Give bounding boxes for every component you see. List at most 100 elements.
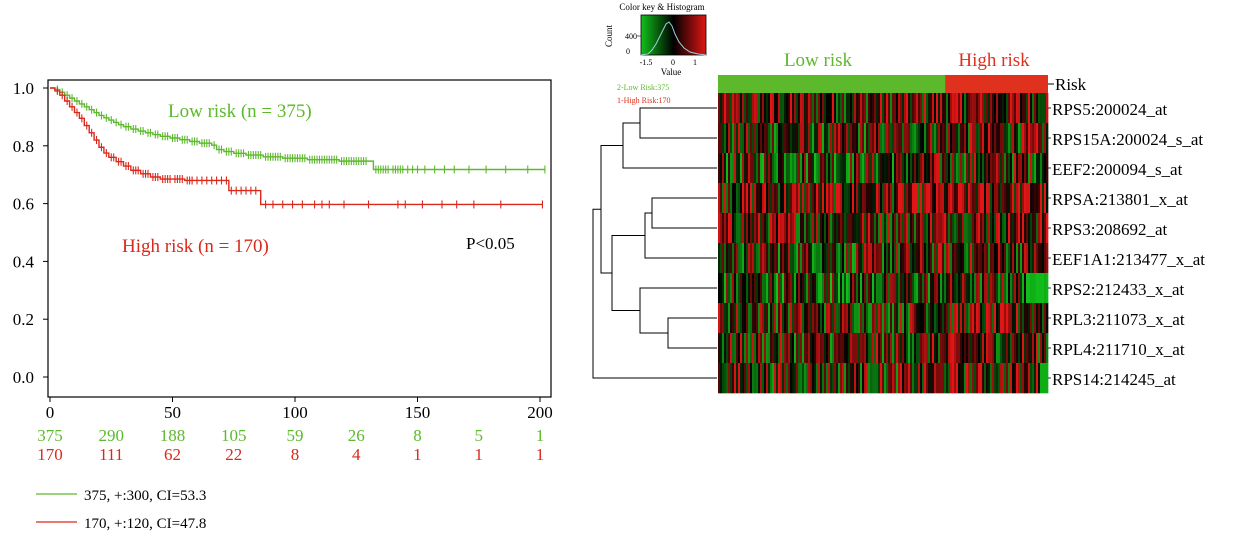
heatmap-cell <box>926 213 929 244</box>
heatmap-cell <box>816 333 819 364</box>
heatmap-cell <box>944 363 947 394</box>
heatmap-cell <box>1020 363 1023 394</box>
heatmap-cell <box>1008 303 1011 334</box>
heatmap-cell <box>874 183 877 214</box>
km-at-risk-high: 1 <box>475 445 484 464</box>
heatmap-cell <box>1018 303 1021 334</box>
heatmap-cell <box>988 123 991 154</box>
heatmap-cell <box>976 363 979 394</box>
heatmap-cell <box>926 153 929 184</box>
heatmap-cell <box>838 333 841 364</box>
heatmap-cell <box>872 333 875 364</box>
heatmap-cell <box>814 153 817 184</box>
heatmap-cell <box>826 123 829 154</box>
heatmap-cell <box>768 213 771 244</box>
heatmap-cell <box>750 153 753 184</box>
heatmap-cell <box>908 93 911 124</box>
heatmap-cell <box>822 153 825 184</box>
heatmap-cell <box>1018 363 1021 394</box>
heatmap-cell <box>1008 93 1011 124</box>
km-plot-frame <box>47 79 552 398</box>
heatmap-cell <box>960 213 963 244</box>
heatmap-cell <box>1014 303 1017 334</box>
heatmap-cell <box>936 93 939 124</box>
heatmap-cell <box>984 123 987 154</box>
heatmap-cell <box>1034 333 1037 364</box>
heatmap-cell <box>1040 333 1043 364</box>
heatmap-cell <box>734 303 737 334</box>
heatmap-cell <box>850 303 853 334</box>
heatmap-cell <box>1016 243 1019 274</box>
km-at-risk-high: 62 <box>164 445 181 464</box>
heatmap-cell <box>904 303 907 334</box>
heatmap-cell <box>1022 183 1025 214</box>
heatmap-cell <box>1046 93 1049 124</box>
heatmap-cell <box>1010 333 1013 364</box>
heatmap-cell <box>846 303 849 334</box>
heatmap-cell <box>802 183 805 214</box>
heatmap-cell <box>776 123 779 154</box>
heatmap-cell <box>992 183 995 214</box>
heatmap-cell <box>1002 153 1005 184</box>
heatmap-cell <box>1002 333 1005 364</box>
heatmap-cell <box>850 153 853 184</box>
heatmap-cell <box>718 213 721 244</box>
heatmap-cell <box>832 123 835 154</box>
heatmap-cell <box>1008 153 1011 184</box>
heatmap-cell <box>846 93 849 124</box>
heatmap-cell <box>832 93 835 124</box>
heatmap-cell <box>894 93 897 124</box>
heatmap-cell <box>902 243 905 274</box>
heatmap-cell <box>980 93 983 124</box>
heatmap-cell <box>1034 183 1037 214</box>
heatmap-cell <box>730 93 733 124</box>
heatmap-cell <box>798 363 801 394</box>
heatmap-cell <box>770 183 773 214</box>
heatmap-cell <box>788 273 791 304</box>
heatmap-cell <box>790 213 793 244</box>
heatmap-cell <box>848 273 851 304</box>
heatmap-cell <box>718 303 721 334</box>
heatmap-cell <box>988 273 991 304</box>
heatmap-cell <box>778 363 781 394</box>
heatmap-cell <box>842 363 845 394</box>
heatmap-cell <box>980 183 983 214</box>
heatmap-cell <box>808 123 811 154</box>
heatmap-cell <box>1026 303 1029 334</box>
heatmap-cell <box>782 243 785 274</box>
heatmap-cell <box>1038 273 1041 304</box>
heatmap-cell <box>724 183 727 214</box>
heatmap-cell <box>774 123 777 154</box>
heatmap-cell <box>746 363 749 394</box>
heatmap-cell <box>808 153 811 184</box>
heatmap-cell <box>964 213 967 244</box>
heatmap-cell <box>742 183 745 214</box>
heatmap-cell <box>794 213 797 244</box>
heatmap-cell <box>810 333 813 364</box>
heatmap-cell <box>840 93 843 124</box>
heatmap-cell <box>972 153 975 184</box>
dendrogram-branch <box>651 197 717 229</box>
heatmap-cell <box>912 303 915 334</box>
heatmap-cell <box>848 153 851 184</box>
heatmap-cell <box>750 93 753 124</box>
heatmap-cell <box>964 243 967 274</box>
heatmap-cell <box>886 333 889 364</box>
heatmap-cell <box>966 153 969 184</box>
heatmap-cell <box>744 123 747 154</box>
heatmap-cell <box>944 183 947 214</box>
heatmap-cell <box>918 243 921 274</box>
dendrogram-branch <box>592 208 717 379</box>
heatmap-cell <box>844 273 847 304</box>
heatmap-cell <box>942 363 945 394</box>
heatmap-cell <box>970 123 973 154</box>
heatmap-cell <box>1022 153 1025 184</box>
heatmap-cell <box>718 93 721 124</box>
heatmap-cell <box>800 153 803 184</box>
heatmap-cell <box>1028 183 1031 214</box>
heatmap-cell <box>874 153 877 184</box>
heatmap-cell <box>786 213 789 244</box>
heatmap-cell <box>902 273 905 304</box>
heatmap-cell <box>970 183 973 214</box>
heatmap-cell <box>976 303 979 334</box>
